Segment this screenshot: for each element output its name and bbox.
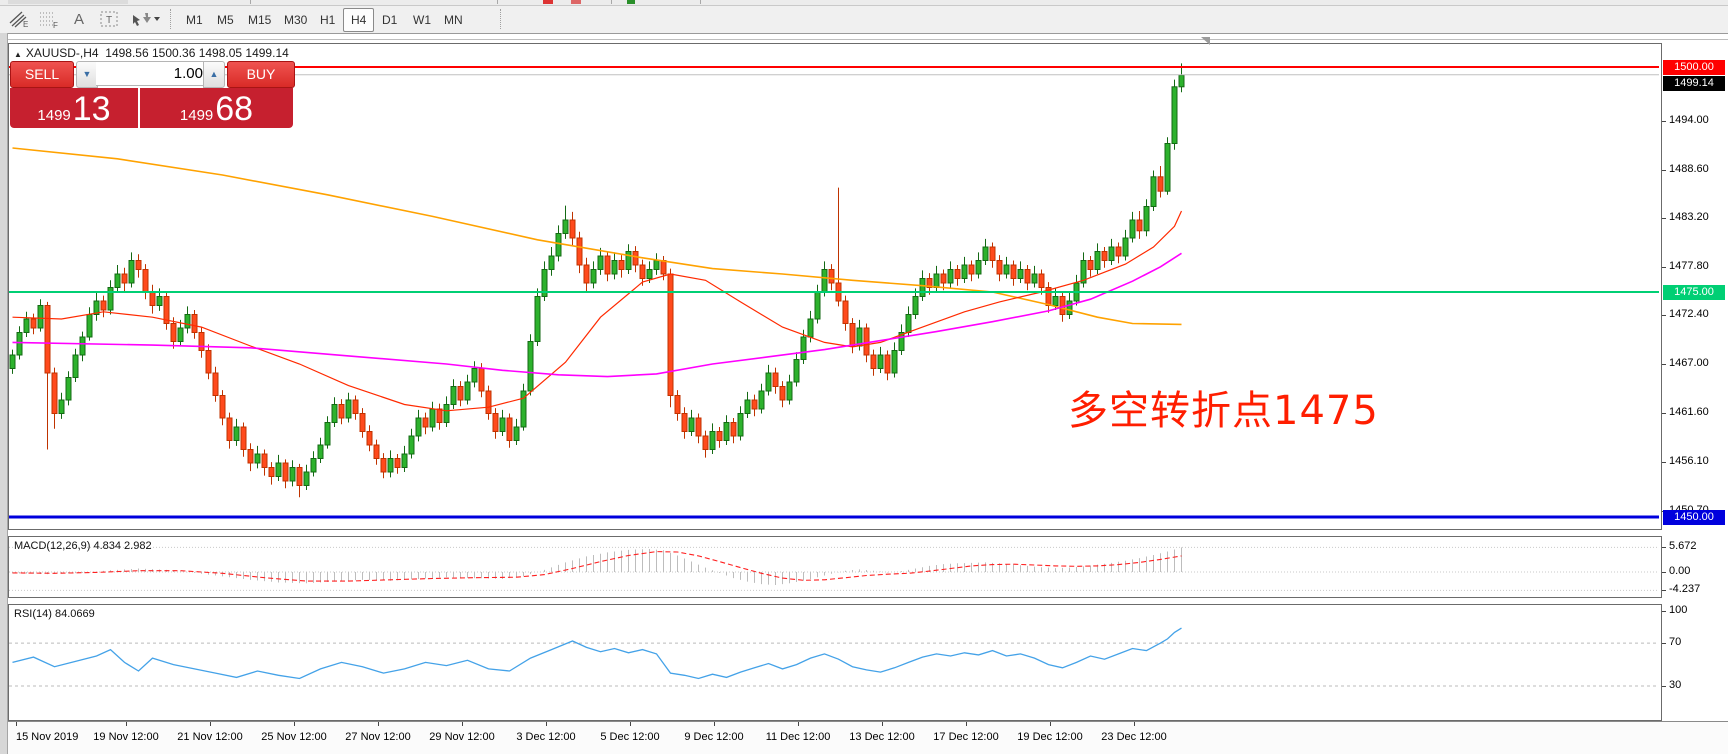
price-tag-1500.00: 1500.00 — [1663, 60, 1725, 75]
text-tool-glyph: A — [73, 10, 84, 28]
time-tick: 9 Dec 12:00 — [684, 731, 744, 743]
svg-text:F: F — [53, 21, 58, 29]
ask-price[interactable]: 1499 68 — [140, 88, 293, 128]
rsi-canvas — [9, 627, 1659, 687]
macd-label: MACD(12,26,9) 4.834 2.982 — [14, 540, 152, 552]
bid-whole: 1499 — [37, 107, 71, 124]
buy-button[interactable]: BUY — [227, 61, 295, 88]
text-tool-icon[interactable]: A — [66, 8, 92, 30]
volume-input[interactable] — [96, 61, 211, 86]
rsi-label: RSI(14) 84.0669 — [14, 608, 95, 620]
time-tick: 19 Nov 12:00 — [93, 731, 159, 743]
time-tick: 13 Dec 12:00 — [849, 731, 915, 743]
timeframe-w1[interactable]: W1 — [413, 13, 431, 27]
timeframe-h4[interactable]: H4 — [343, 8, 375, 32]
arrows-dropdown-icon[interactable] — [128, 8, 162, 30]
ma-magenta-line — [12, 252, 1182, 378]
price-tick-1472.40: 1472.40 — [1669, 308, 1709, 321]
price-tick-1477.80: 1477.80 — [1669, 259, 1709, 272]
macd-tick--4.237: -4.237 — [1669, 583, 1701, 596]
chart-shift-marker-icon[interactable] — [1201, 37, 1210, 45]
time-tick: 15 Nov 2019 — [16, 731, 79, 743]
time-tick: 19 Dec 12:00 — [1017, 731, 1083, 743]
equidistant-channel-icon[interactable]: E — [6, 8, 32, 30]
clipped-upper-toolbar — [0, 0, 1728, 6]
rsi-line — [12, 627, 1182, 680]
ohlc-values: 1498.56 1500.36 1498.05 1499.14 — [105, 46, 289, 60]
chart-text-annotation: 多空转折点1475 — [1068, 388, 1379, 434]
price-tick-1494.00: 1494.00 — [1669, 114, 1709, 126]
timeframe-m15[interactable]: M15 — [248, 13, 272, 27]
time-tick: 23 Dec 12:00 — [1101, 731, 1167, 743]
candlestick-series — [9, 63, 1185, 498]
left-gutter — [0, 33, 8, 754]
price-tick-1467.00: 1467.00 — [1669, 357, 1709, 369]
timeframe-d1[interactable]: D1 — [382, 13, 398, 27]
price-tag-1450.00: 1450.00 — [1663, 510, 1725, 525]
timeframe-m5[interactable]: M5 — [217, 13, 234, 27]
toolbar-separator-2 — [500, 9, 502, 29]
chart-toolbar: E F A T M1 M5 M15 M30 H1 — [0, 6, 1728, 34]
time-tick: 5 Dec 12:00 — [600, 731, 660, 743]
main-chart-canvas[interactable] — [9, 44, 1659, 527]
price-tag-1475.00: 1475.00 — [1663, 285, 1725, 300]
svg-text:E: E — [23, 20, 28, 29]
chart-title: ▲ XAUUSD-,H4 1498.56 1500.36 1498.05 1499… — [14, 46, 289, 60]
symbol-label: XAUUSD-,H4 — [25, 46, 99, 60]
macd-pane — [8, 536, 1662, 598]
time-tick: 3 Dec 12:00 — [516, 731, 576, 743]
price-tick-1483.20: 1483.20 — [1669, 211, 1709, 224]
time-tick: 25 Nov 12:00 — [261, 731, 327, 743]
one-click-trading-panel: SELL ▼ ▲ BUY 1499 13 1499 68 — [10, 61, 295, 128]
price-tag-1499.14: 1499.14 — [1663, 76, 1725, 91]
time-tick: 29 Nov 12:00 — [429, 731, 495, 743]
rsi-tick-70: 70 — [1669, 636, 1682, 649]
ma-orange-line — [12, 147, 1182, 326]
volume-decrease-button[interactable]: ▼ — [76, 61, 98, 88]
time-tick: 11 Dec 12:00 — [765, 731, 831, 743]
clipped-green-icon — [627, 0, 635, 4]
svg-text:T: T — [106, 15, 112, 26]
timeframe-m1[interactable]: M1 — [186, 13, 203, 27]
macd-histogram — [12, 547, 1182, 586]
clipped-red-icon — [543, 0, 553, 4]
bid-price[interactable]: 1499 13 — [10, 88, 138, 128]
time-tick: 27 Nov 12:00 — [345, 731, 411, 743]
macd-tick-5.672: 5.672 — [1669, 540, 1697, 553]
collapse-icon[interactable]: ▲ — [14, 50, 22, 59]
timeframe-mn[interactable]: MN — [444, 13, 463, 27]
clipped-red-icon-2 — [571, 0, 581, 4]
rsi-tick-30: 30 — [1669, 679, 1682, 691]
bid-frac: 13 — [72, 90, 111, 128]
price-tick-1456.10: 1456.10 — [1669, 455, 1709, 468]
ask-frac: 68 — [215, 90, 254, 128]
macd-tick-0.00: 0.00 — [1669, 565, 1691, 577]
time-tick: 17 Dec 12:00 — [933, 731, 999, 743]
toolbar-separator — [170, 9, 172, 29]
volume-increase-button[interactable]: ▲ — [203, 61, 225, 88]
price-axis[interactable]: 1494.00 1488.60 1483.20 1477.80 1472.40 1467.… — [1660, 43, 1728, 721]
time-tick: 21 Nov 12:00 — [177, 731, 243, 743]
fibonacci-lines-icon[interactable]: F — [36, 8, 62, 30]
price-tick-1461.60: 1461.60 — [1669, 405, 1709, 418]
timeframe-m30[interactable]: M30 — [284, 13, 308, 27]
text-label-icon[interactable]: T — [96, 8, 122, 30]
macd-canvas — [9, 546, 1659, 591]
sell-button[interactable]: SELL — [10, 61, 74, 88]
rsi-tick-100: 100 — [1669, 604, 1688, 616]
window-edge — [0, 39, 1728, 40]
ask-whole: 1499 — [179, 107, 214, 124]
rsi-pane — [8, 604, 1662, 721]
price-tick-1488.60: 1488.60 — [1669, 162, 1709, 175]
timeframe-h1[interactable]: H1 — [320, 13, 336, 27]
time-axis[interactable]: 15 Nov 2019 19 Nov 12:00 21 Nov 12:00 25 No… — [8, 721, 1728, 754]
